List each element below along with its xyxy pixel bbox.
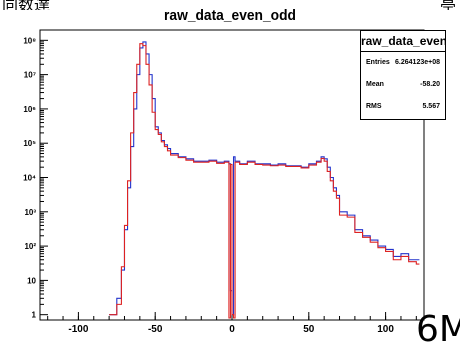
y-tick-label: 10⁶ [23, 105, 36, 114]
stats-mean-label: Mean [366, 81, 384, 88]
y-tick-label: 10² [24, 242, 36, 251]
stats-row-mean: Mean -58.20 [361, 74, 445, 96]
overlay-text: 6M [416, 309, 460, 350]
cropped-text-fragment-right: 亭 [440, 0, 457, 10]
histogram-series-0 [109, 41, 420, 316]
stats-entries-value: 6.264123e+08 [395, 59, 440, 66]
stats-row-entries: Entries 6.264123e+08 [361, 52, 445, 74]
x-tick-label: 0 [229, 324, 235, 335]
histogram-series-1 [109, 43, 420, 319]
x-tick-label: 100 [377, 324, 394, 335]
y-tick-label: 10⁷ [24, 71, 36, 80]
stats-box-title: raw_data_even [361, 31, 445, 52]
stats-rms-value: 5.567 [422, 103, 440, 110]
x-tick-label: 50 [303, 324, 315, 335]
y-axis-ticks: 1 10 10² 10³ 10⁴ 10⁵ 10⁶ 10⁷ 10⁸ [23, 29, 48, 320]
histogram-series-layer [109, 41, 420, 319]
chart-title: raw_data_even_odd [164, 7, 296, 24]
stats-mean-value: -58.20 [420, 81, 440, 88]
y-tick-label: 10⁸ [23, 36, 36, 45]
x-tick-label: -100 [68, 324, 88, 335]
y-tick-label: 10⁵ [23, 139, 36, 148]
stats-entries-label: Entries [366, 59, 390, 66]
top-cropped-text-strip: 同数達 亭 [0, 0, 460, 10]
y-tick-label: 10³ [24, 208, 36, 217]
y-tick-label: 10⁴ [23, 174, 36, 183]
y-tick-label: 10 [27, 276, 36, 285]
stats-box: raw_data_even Entries 6.264123e+08 Mean … [360, 30, 446, 120]
x-tick-label: -50 [148, 324, 163, 335]
stats-row-rms: RMS 5.567 [361, 96, 445, 118]
stats-rms-label: RMS [366, 103, 382, 110]
cropped-text-fragment-left: 同数達 [2, 0, 51, 10]
y-tick-label: 1 [32, 311, 37, 320]
x-axis-ticks: -100 -50 0 50 100 [47, 312, 417, 335]
